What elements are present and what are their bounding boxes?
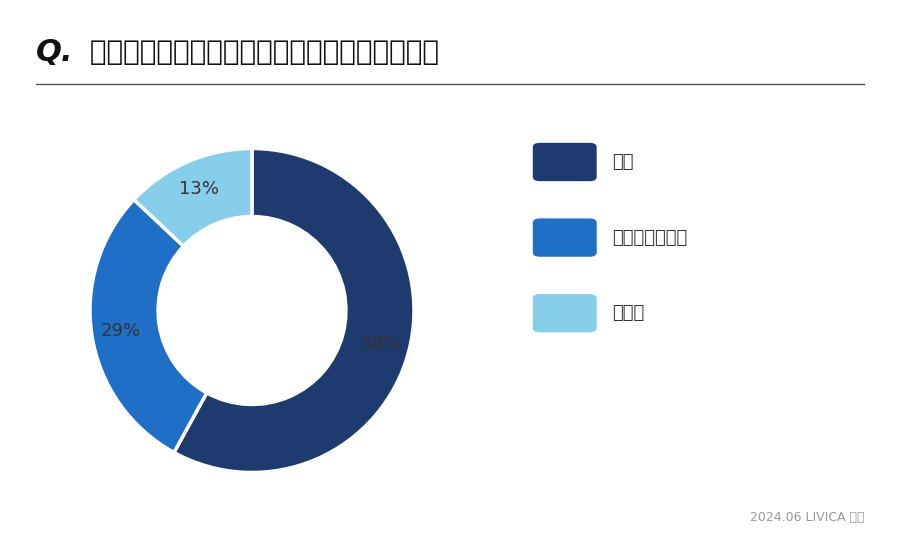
- Text: 58%: 58%: [361, 335, 400, 353]
- Text: はい: はい: [612, 153, 634, 171]
- Text: いいえ: いいえ: [612, 304, 644, 322]
- Text: 13%: 13%: [179, 180, 220, 198]
- Wedge shape: [174, 148, 414, 472]
- Text: またオール電化の住宅に住みたいと思いますか: またオール電化の住宅に住みたいと思いますか: [81, 38, 439, 66]
- Text: 2024.06 LIVICA 調査: 2024.06 LIVICA 調査: [750, 511, 864, 524]
- Text: Q.: Q.: [36, 38, 74, 67]
- Text: どちらでもない: どちらでもない: [612, 228, 688, 247]
- Text: 29%: 29%: [101, 322, 141, 340]
- Wedge shape: [134, 148, 252, 246]
- Wedge shape: [90, 200, 207, 453]
